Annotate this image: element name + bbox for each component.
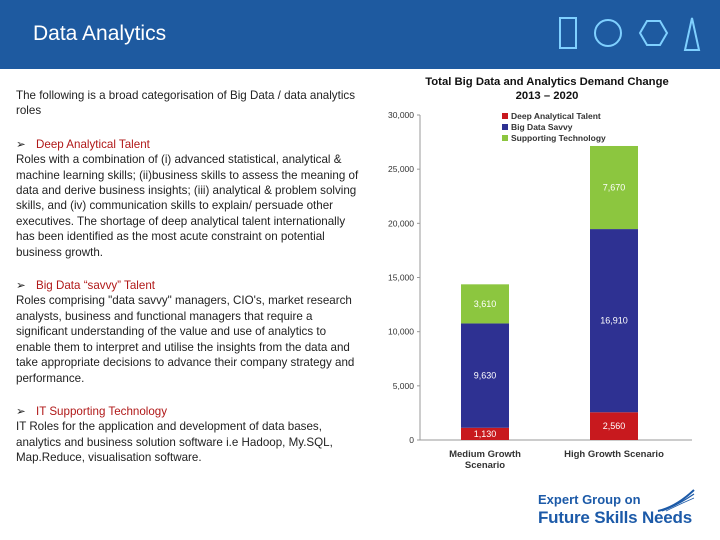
legend-swatch <box>502 113 508 119</box>
y-tick-label: 30,000 <box>388 110 414 120</box>
square-outline-icon <box>559 17 577 49</box>
bar-segment <box>590 145 638 230</box>
arrow-bullet-icon: ➢ <box>16 137 26 151</box>
demand-chart: Total Big Data and Analytics Demand Chan… <box>372 70 712 480</box>
roles-description: The following is a broad categorisation … <box>16 88 361 484</box>
legend-entry: Deep Analytical Talent <box>511 111 601 121</box>
section-body: Roles comprising "data savvy" managers, … <box>16 294 355 385</box>
egfsn-logo: Expert Group on Future Skills Needs <box>538 489 718 533</box>
section-big-data-savvy: ➢ Big Data “savvy” Talent Roles comprisin… <box>16 278 361 386</box>
y-tick-label: 10,000 <box>388 327 414 337</box>
bar-segment <box>590 229 638 413</box>
hexagon-outline-icon <box>638 20 669 46</box>
x-category-label: Scenario <box>465 460 505 471</box>
decorative-shapes <box>559 17 701 51</box>
triangle-outline-icon <box>683 17 701 51</box>
data-label: 7,670 <box>603 183 626 193</box>
bar-segment <box>461 427 509 440</box>
circle-outline-icon <box>594 19 622 47</box>
logo-line1: Expert Group on <box>538 492 641 507</box>
logo-line2: Future Skills Needs <box>538 508 692 527</box>
section-body: Roles with a combination of (i) advanced… <box>16 153 359 259</box>
arrow-bullet-icon: ➢ <box>16 279 26 293</box>
data-label: 16,910 <box>600 316 628 326</box>
y-tick-label: 5,000 <box>393 381 415 391</box>
data-label: 1,130 <box>474 429 497 439</box>
x-category-label: Medium Growth <box>449 449 521 460</box>
legend-swatch <box>502 124 508 130</box>
x-category-label: High Growth Scenario <box>564 449 664 460</box>
legend-entry: Supporting Technology <box>511 133 606 143</box>
bar-segment <box>590 412 638 440</box>
section-it-supporting: ➢ IT Supporting Technology IT Roles for t… <box>16 404 361 466</box>
chart-svg: 0 5,000 10,000 15,000 20,000 25,000 30,000 1,13… <box>388 110 692 471</box>
page-title: Data Analytics <box>33 22 167 45</box>
section-heading-text: IT Supporting Technology <box>36 404 168 418</box>
data-label: 9,630 <box>474 371 497 381</box>
data-label: 3,610 <box>474 299 497 309</box>
bar-segment <box>461 323 509 428</box>
legend-entry: Big Data Savvy <box>511 122 573 132</box>
arrow-bullet-icon: ➢ <box>16 404 26 418</box>
section-body: IT Roles for the application and develop… <box>16 420 333 465</box>
section-heading-text: Deep Analytical Talent <box>36 137 150 151</box>
intro-text: The following is a broad categorisation … <box>16 89 355 118</box>
y-tick-label: 25,000 <box>388 164 414 174</box>
y-tick-label: 15,000 <box>388 273 414 283</box>
legend-swatch <box>502 135 508 141</box>
logo-swoosh-icon <box>657 489 695 512</box>
data-label: 2,560 <box>603 421 626 431</box>
bar-segment <box>461 284 509 324</box>
chart-title: Total Big Data and Analytics Demand Chan… <box>425 76 669 102</box>
section-heading: ➢ Deep Analytical Talent <box>16 137 361 152</box>
section-heading-text: Big Data “savvy” Talent <box>36 279 155 293</box>
y-tick-label: 20,000 <box>388 218 414 228</box>
section-heading: ➢ Big Data “savvy” Talent <box>16 278 361 293</box>
header-bar: Data Analytics <box>0 0 720 69</box>
section-heading: ➢ IT Supporting Technology <box>16 404 361 419</box>
y-tick-label: 0 <box>409 435 414 445</box>
section-deep-analytical: ➢ Deep Analytical Talent Roles with a com… <box>16 137 361 260</box>
